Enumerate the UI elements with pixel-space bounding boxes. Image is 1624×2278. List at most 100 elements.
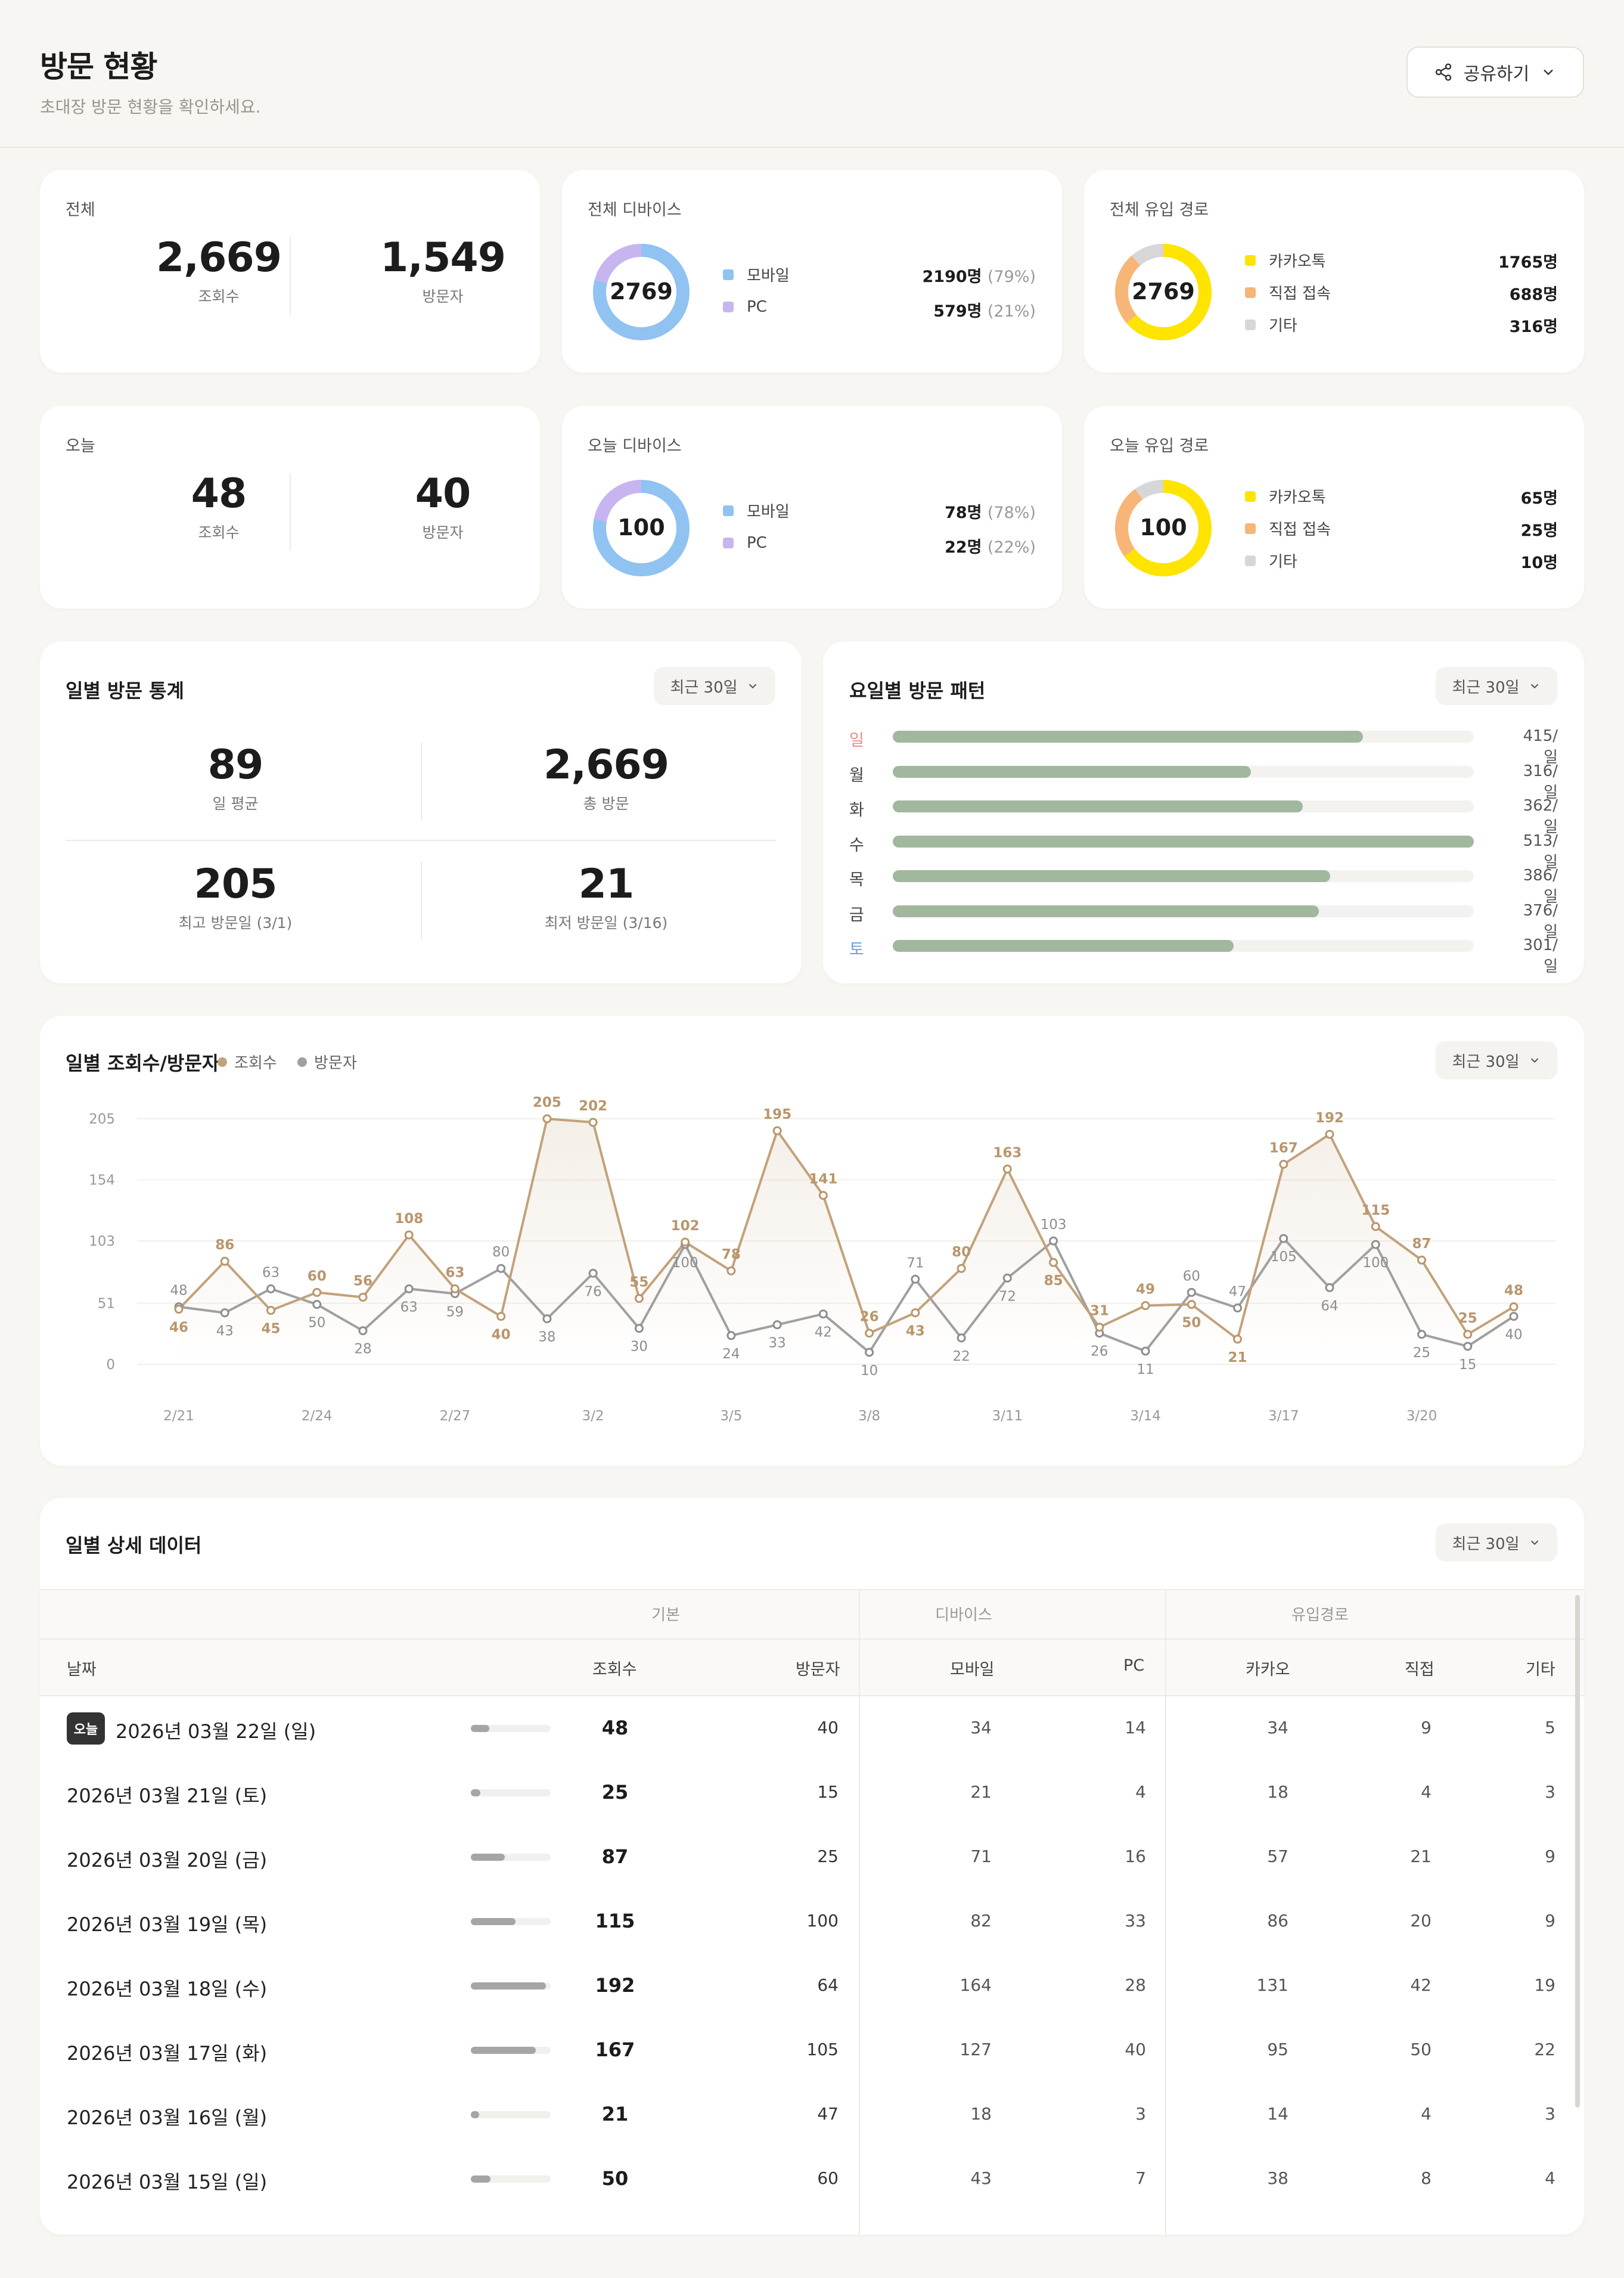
visitors-point[interactable] <box>588 1268 598 1278</box>
views-point[interactable] <box>1095 1323 1104 1332</box>
views-point[interactable] <box>957 1264 966 1273</box>
visitors-point[interactable] <box>220 1308 229 1318</box>
views-point[interactable] <box>450 1284 459 1293</box>
range-select[interactable]: 최근 30일 <box>1436 667 1557 705</box>
weekday-value: 301/일 <box>1523 936 1558 976</box>
visitors-point[interactable] <box>1509 1312 1519 1321</box>
visitors-point[interactable] <box>1417 1330 1427 1339</box>
visitors-point[interactable] <box>1325 1283 1334 1292</box>
donut-center-value: 2769 <box>1132 278 1195 305</box>
views-point[interactable] <box>1463 1330 1473 1339</box>
visitors-point[interactable] <box>542 1314 552 1324</box>
x-tick-label: 3/8 <box>858 1408 880 1424</box>
visitors-point[interactable] <box>496 1264 506 1273</box>
header-pc[interactable]: PC <box>1123 1656 1145 1675</box>
views-point[interactable] <box>1279 1159 1288 1169</box>
visitors-point[interactable] <box>1002 1273 1012 1283</box>
table-row[interactable]: 2026년 03월 19일 (목) 115 100 82 33 86 20 9 <box>40 1889 1583 1954</box>
visitors-point[interactable] <box>1463 1342 1473 1351</box>
table-row[interactable]: 오늘 2026년 03월 22일 (일) 48 40 34 14 34 9 5 <box>40 1696 1583 1761</box>
share-button[interactable]: 공유하기 <box>1406 46 1584 98</box>
views-point[interactable] <box>726 1266 736 1275</box>
visitors-point[interactable] <box>634 1324 644 1333</box>
views-point[interactable] <box>542 1114 552 1124</box>
visitors-point[interactable] <box>312 1300 322 1309</box>
table-row[interactable]: 2026년 03월 18일 (수) 192 64 164 28 131 42 19 <box>40 1954 1583 2018</box>
weekday-label: 목 <box>849 871 864 889</box>
range-select[interactable]: 최근 30일 <box>1436 1041 1557 1079</box>
visitors-point[interactable] <box>865 1348 874 1357</box>
header-kakao[interactable]: 카카오 <box>1246 1661 1290 1679</box>
header-other[interactable]: 기타 <box>1526 1661 1555 1679</box>
visitors-point[interactable] <box>266 1284 275 1293</box>
header-visitors[interactable]: 방문자 <box>796 1661 840 1679</box>
visitors-point[interactable] <box>404 1284 414 1293</box>
views-data-label: 60 <box>308 1268 327 1284</box>
views-point[interactable] <box>266 1306 275 1315</box>
visitors-data-label: 105 <box>1271 1249 1297 1265</box>
pc-cell: 33 <box>1125 1911 1146 1931</box>
visitors-point[interactable] <box>1233 1304 1243 1313</box>
table-row[interactable]: 2026년 03월 20일 (금) 87 25 71 16 57 21 9 <box>40 1825 1583 1889</box>
views-point[interactable] <box>818 1191 828 1200</box>
views-point[interactable] <box>911 1308 920 1318</box>
views-mini-bar-track <box>471 1982 551 1990</box>
visitors-data-label: 47 <box>1229 1284 1246 1300</box>
visitors-point[interactable] <box>726 1331 736 1340</box>
visitors-point[interactable] <box>358 1326 368 1336</box>
views-point[interactable] <box>358 1292 368 1302</box>
visitors-point[interactable] <box>772 1320 782 1330</box>
views-point[interactable] <box>1187 1300 1196 1309</box>
legend-direct: 직접 접속 <box>1245 517 1331 539</box>
visitors-data-label: 48 <box>170 1283 187 1299</box>
legend-kakao: 카카오톡 <box>1245 249 1326 271</box>
range-select[interactable]: 최근 30일 <box>1436 1523 1557 1562</box>
views-point[interactable] <box>1233 1334 1243 1344</box>
table-row[interactable]: 2026년 03월 15일 (일) 50 60 43 7 38 8 4 <box>40 2147 1583 2211</box>
views-point[interactable] <box>1325 1129 1334 1139</box>
views-point[interactable] <box>404 1230 414 1240</box>
visitors-point[interactable] <box>818 1309 828 1319</box>
header-date[interactable]: 날짜 <box>67 1661 97 1679</box>
views-point[interactable] <box>496 1312 506 1321</box>
table-scrollbar[interactable] <box>1575 1595 1580 2108</box>
views-point[interactable] <box>1417 1255 1427 1265</box>
visitors-data-label: 30 <box>631 1339 648 1355</box>
views-point[interactable] <box>634 1293 644 1303</box>
pc-cell: 7 <box>1135 2168 1146 2188</box>
views-point[interactable] <box>588 1118 598 1127</box>
views-point[interactable] <box>220 1256 229 1266</box>
donut-segment-1 <box>593 480 690 576</box>
table-row[interactable]: 2026년 03월 16일 (월) 21 47 18 3 14 4 3 <box>40 2083 1583 2147</box>
total-visitors: 1,549 방문자 <box>380 234 506 305</box>
daily-stats-card: 일별 방문 통계 최근 30일 89 일 평균 2,669 총 방문 205 최고 방… <box>40 641 802 983</box>
visitors-point[interactable] <box>1187 1287 1196 1297</box>
views-point[interactable] <box>681 1237 690 1247</box>
header-mobile[interactable]: 모바일 <box>950 1661 995 1679</box>
visitors-point[interactable] <box>1141 1346 1150 1356</box>
weekday-bar-track <box>893 800 1474 812</box>
views-data-label: 85 <box>1044 1273 1063 1289</box>
views-point[interactable] <box>1371 1222 1380 1231</box>
views-point[interactable] <box>865 1329 874 1338</box>
views-point[interactable] <box>772 1126 782 1135</box>
views-data-label: 195 <box>763 1107 791 1122</box>
views-point[interactable] <box>1002 1164 1012 1174</box>
header-views[interactable]: 조회수 <box>592 1661 637 1679</box>
views-point[interactable] <box>312 1287 322 1297</box>
views-point[interactable] <box>1509 1302 1519 1312</box>
visitors-point[interactable] <box>1049 1236 1058 1246</box>
views-area <box>179 1119 1514 1364</box>
visitors-point[interactable] <box>1279 1234 1288 1243</box>
range-select[interactable]: 최근 30일 <box>654 667 775 705</box>
visitors-point[interactable] <box>957 1333 966 1343</box>
views-point[interactable] <box>1141 1301 1150 1311</box>
table-row[interactable]: 2026년 03월 21일 (토) 25 15 21 4 18 4 3 <box>40 1761 1583 1825</box>
x-tick-label: 2/21 <box>163 1408 194 1424</box>
visitors-point[interactable] <box>911 1274 920 1284</box>
header-direct[interactable]: 직접 <box>1405 1661 1434 1679</box>
visitors-point[interactable] <box>1371 1240 1380 1249</box>
views-point[interactable] <box>174 1305 184 1314</box>
table-row[interactable]: 2026년 03월 17일 (화) 167 105 127 40 95 50 22 <box>40 2018 1583 2083</box>
views-point[interactable] <box>1049 1258 1058 1267</box>
